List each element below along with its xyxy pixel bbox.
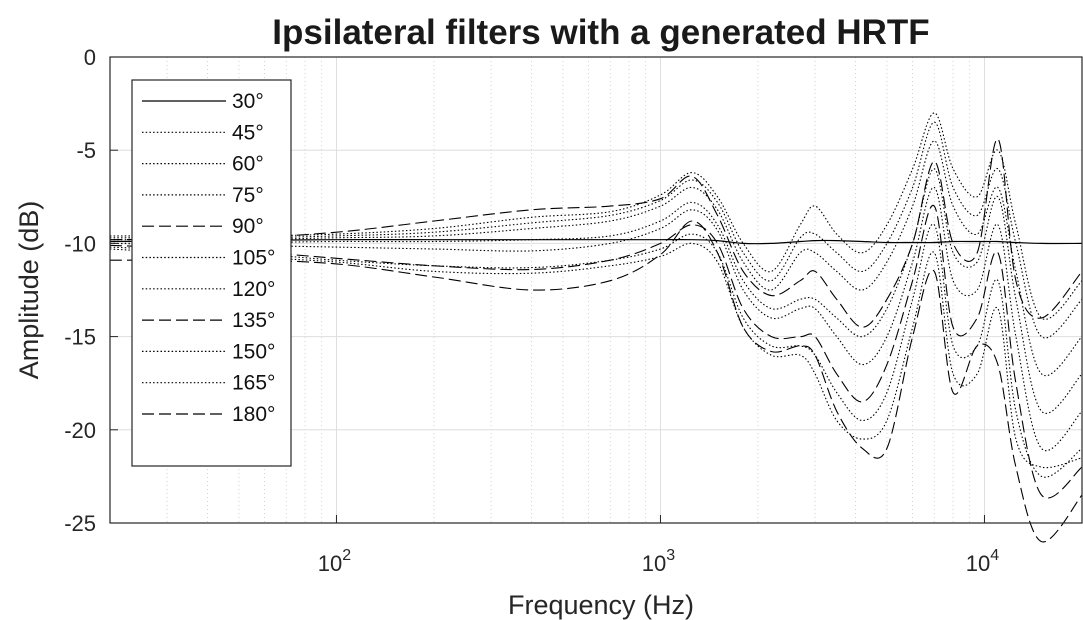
grid bbox=[110, 56, 1082, 524]
series-line-10 bbox=[109, 220, 1083, 543]
series-line-4 bbox=[109, 138, 1083, 328]
series-line-8 bbox=[109, 223, 1083, 478]
x-tick-label: 102 bbox=[318, 547, 351, 576]
series-line-5 bbox=[109, 168, 1083, 414]
series-lines bbox=[109, 112, 1083, 543]
y-tick-label: -25 bbox=[64, 511, 96, 536]
chart-title: Ipsilateral filters with a generated HRT… bbox=[272, 13, 929, 52]
y-tick-label: -15 bbox=[64, 325, 96, 350]
legend-label: 75° bbox=[232, 184, 264, 207]
legend-box bbox=[131, 79, 292, 467]
legend: 30° 45° 60° 75° 90° 105° 120° 135° 150° 165° 180° bbox=[131, 79, 292, 467]
legend-label: 180° bbox=[232, 403, 275, 426]
series-line-0 bbox=[109, 239, 1083, 245]
y-tick-label: 0 bbox=[84, 45, 96, 70]
legend-label: 105° bbox=[232, 247, 275, 270]
y-tick-label: -10 bbox=[64, 231, 96, 256]
legend-label: 150° bbox=[232, 340, 275, 363]
series-line-1 bbox=[109, 112, 1083, 320]
y-tick-label: -20 bbox=[64, 418, 96, 443]
legend-label: 135° bbox=[232, 309, 275, 332]
series-line-6 bbox=[109, 186, 1083, 452]
x-axis-ticks: 102 103 104 bbox=[318, 515, 999, 576]
y-tick-label: -5 bbox=[76, 138, 96, 163]
y-axis-label: Amplitude (dB) bbox=[14, 201, 44, 380]
y-axis-ticks: 0 -5 -10 -15 -20 -25 bbox=[64, 45, 118, 536]
x-tick-label: 103 bbox=[642, 547, 675, 576]
legend-label: 45° bbox=[232, 121, 264, 144]
legend-label: 165° bbox=[232, 372, 275, 395]
x-axis-label: Frequency (Hz) bbox=[508, 590, 694, 620]
legend-label: 120° bbox=[232, 278, 275, 301]
legend-label: 90° bbox=[232, 215, 264, 238]
x-tick-label: 104 bbox=[966, 547, 999, 576]
legend-label: 60° bbox=[232, 153, 264, 176]
legend-label: 30° bbox=[232, 90, 264, 113]
series-line-7 bbox=[109, 205, 1083, 499]
series-line-3 bbox=[109, 140, 1083, 377]
plot-area bbox=[109, 56, 1083, 524]
